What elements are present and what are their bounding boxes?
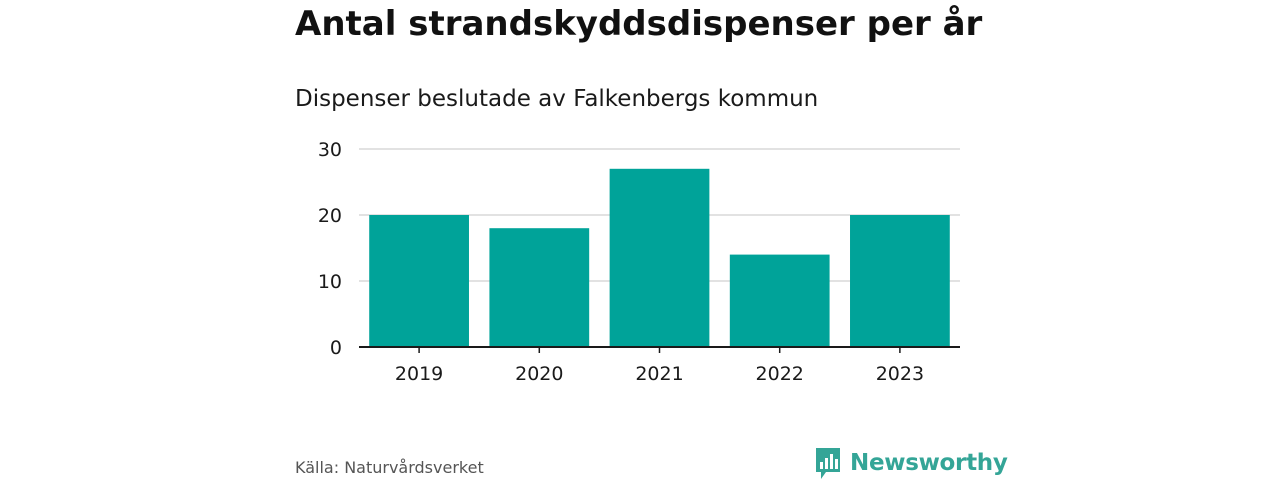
x-tick-label: 2022 <box>756 363 804 385</box>
bar <box>489 228 590 347</box>
source-note: Källa: Naturvårdsverket <box>295 458 484 477</box>
y-tick-label: 10 <box>318 271 342 293</box>
x-tick-label: 2023 <box>876 363 924 385</box>
chart-subtitle: Dispenser beslutade av Falkenbergs kommu… <box>295 86 819 112</box>
bar-chart: 0 10 20 30 2019 2020 2021 2022 2023 <box>318 139 960 385</box>
bar <box>609 168 710 347</box>
bar <box>369 215 469 347</box>
y-tick-label: 0 <box>330 337 342 359</box>
brand-name: Newsworthy <box>850 450 1008 476</box>
x-tick-label: 2019 <box>395 363 443 385</box>
chart-title: Antal strandskyddsdispenser per år <box>295 4 983 44</box>
x-tick-label: 2020 <box>515 363 563 385</box>
bar <box>729 254 830 347</box>
newsworthy-logo: Newsworthy <box>814 446 1008 480</box>
bar-chart-speech-bubble-icon <box>816 448 840 479</box>
y-tick-label: 30 <box>318 139 342 161</box>
bar <box>850 215 950 347</box>
x-tick-label: 2021 <box>635 363 683 385</box>
y-tick-label: 20 <box>318 205 342 227</box>
